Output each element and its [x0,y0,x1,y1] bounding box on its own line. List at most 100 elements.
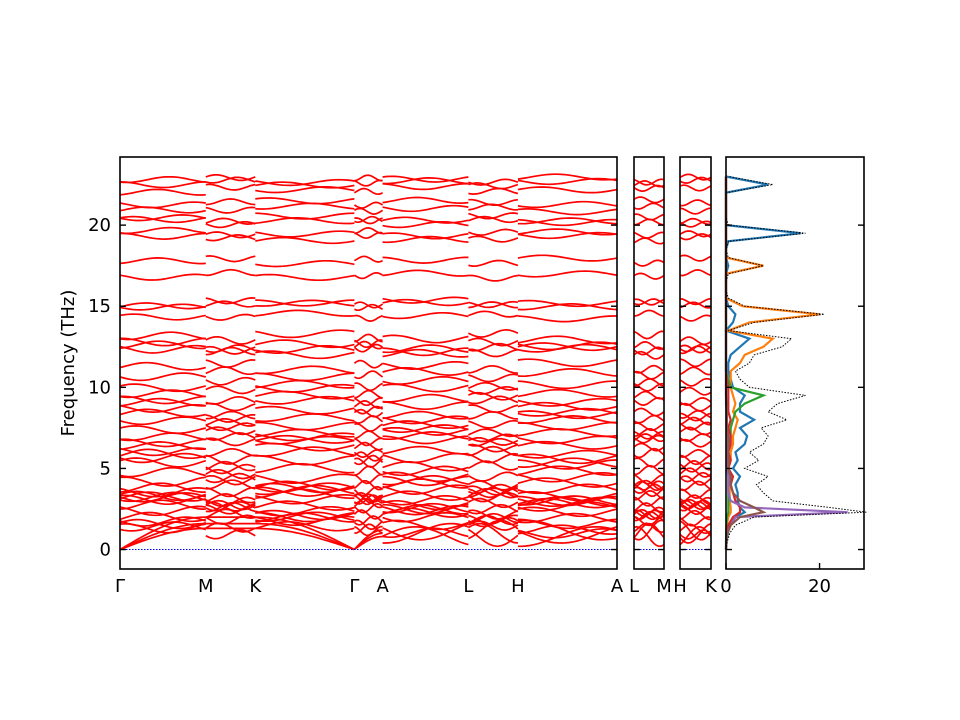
band-line [382,393,469,403]
band-line [119,226,206,235]
band-line [119,492,207,503]
band-line [382,410,469,420]
band-line [517,465,618,477]
band-line [517,496,618,507]
band-line [633,422,665,432]
band-line [119,518,207,530]
band-line [679,336,712,346]
band-line [255,421,355,431]
kpoint-label-M: M [198,576,214,597]
band-line [354,519,384,531]
band-line [119,215,206,224]
band-line [679,297,712,306]
band-line [119,432,206,442]
band-line [382,465,469,477]
band-line [382,426,469,436]
band-line [119,416,207,426]
band-line [517,421,617,431]
band-line [382,522,469,541]
band-line [382,452,469,464]
band-line [255,273,355,282]
band-line [353,408,384,418]
band-line [255,230,355,238]
band-line [633,341,665,350]
band-line [382,269,469,277]
band-line [354,389,383,399]
band-line [517,368,618,378]
band-line [205,447,256,457]
band-line [633,407,665,417]
band-line [354,301,384,309]
band-line [119,331,206,341]
partial-dos-line [724,175,801,550]
dos-panel-frame [725,156,865,570]
band-line [679,397,712,406]
band-line [517,380,617,390]
band-line [205,472,256,484]
band-line [255,212,355,220]
band-line [353,485,384,497]
band-line [517,415,618,425]
band-line [633,496,665,507]
band-line [517,231,618,240]
band-line [468,381,519,391]
band-line [468,198,519,207]
band-line [517,525,618,548]
band-line [205,496,256,508]
band-line [679,475,712,486]
band-line [468,203,518,211]
band-line [354,333,383,343]
band-line [468,519,519,540]
band-line [354,370,384,380]
band-line [353,359,384,369]
band-line [353,187,383,196]
kpoint-label-M: M [656,576,672,597]
y-tick-label-0: 0 [100,540,111,561]
band-line [517,303,618,311]
band-line [353,400,383,409]
band-line [119,302,206,310]
band-line [255,299,355,307]
band-line [255,405,355,415]
band-line [468,342,519,352]
band-line [468,452,519,464]
band-line [517,335,618,345]
band-line [468,437,519,447]
band-line [468,410,518,420]
band-line [633,390,665,400]
band-line [633,213,665,221]
band-line [382,311,469,320]
band-line [255,480,355,492]
band-line [517,173,618,181]
band-line [468,385,519,395]
band-line [354,227,383,235]
dos-x-tick-label-20: 20 [808,576,831,597]
band-line [517,449,618,459]
band-line [255,446,355,457]
band-line [119,206,206,214]
kpoint-label-H: H [673,576,687,597]
band-line [205,395,256,405]
kpoint-label-K: K [705,576,718,597]
band-line [468,445,519,457]
band-line [468,364,518,374]
band-line [205,385,256,395]
band-line [119,516,207,527]
y-tick-label-10: 10 [88,377,111,398]
band-line [679,386,712,396]
band-line [382,460,469,472]
band-line [119,181,206,189]
band-line [633,346,665,356]
band-line [679,254,712,262]
band-line [119,482,206,493]
band-line [382,235,469,244]
band-line [255,505,355,517]
band-line [633,184,665,192]
band-line [255,350,355,360]
band-line [633,522,665,534]
band-line [517,218,618,227]
band-line [119,397,206,407]
band-line [255,178,355,187]
band-line [119,457,207,468]
band-line [517,342,618,352]
